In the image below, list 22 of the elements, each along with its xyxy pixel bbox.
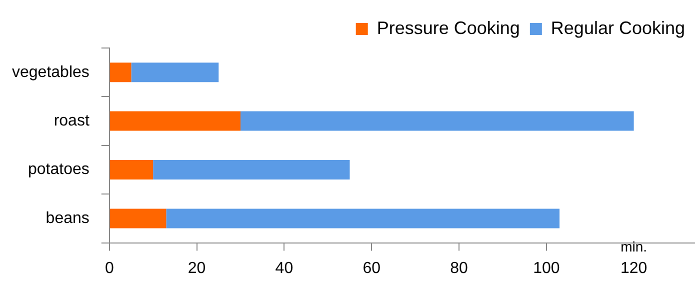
bar <box>131 62 219 82</box>
x-tick-label: 100 <box>533 260 560 277</box>
bar <box>166 208 560 228</box>
x-tick-label: 0 <box>104 260 114 277</box>
x-axis-title: min. <box>620 238 648 255</box>
x-tick-label: 120 <box>620 260 648 277</box>
y-tick-label: beans <box>46 210 90 227</box>
bar <box>110 62 132 82</box>
x-tick-label: 40 <box>275 260 294 277</box>
x-tick-label: 60 <box>362 260 381 277</box>
y-tick-label: roast <box>54 112 90 130</box>
y-tick-label: vegetables <box>12 64 90 81</box>
bar <box>110 208 166 228</box>
bar <box>110 111 240 131</box>
x-tick-label: 20 <box>188 260 206 277</box>
bar <box>153 160 350 180</box>
legend-label: Regular Cooking <box>550 18 685 38</box>
x-tick-label: 80 <box>450 260 468 277</box>
y-tick-label: potatoes <box>28 161 90 178</box>
legend-label: Pressure Cooking <box>376 18 520 38</box>
bar <box>240 111 634 131</box>
bar <box>110 160 154 180</box>
